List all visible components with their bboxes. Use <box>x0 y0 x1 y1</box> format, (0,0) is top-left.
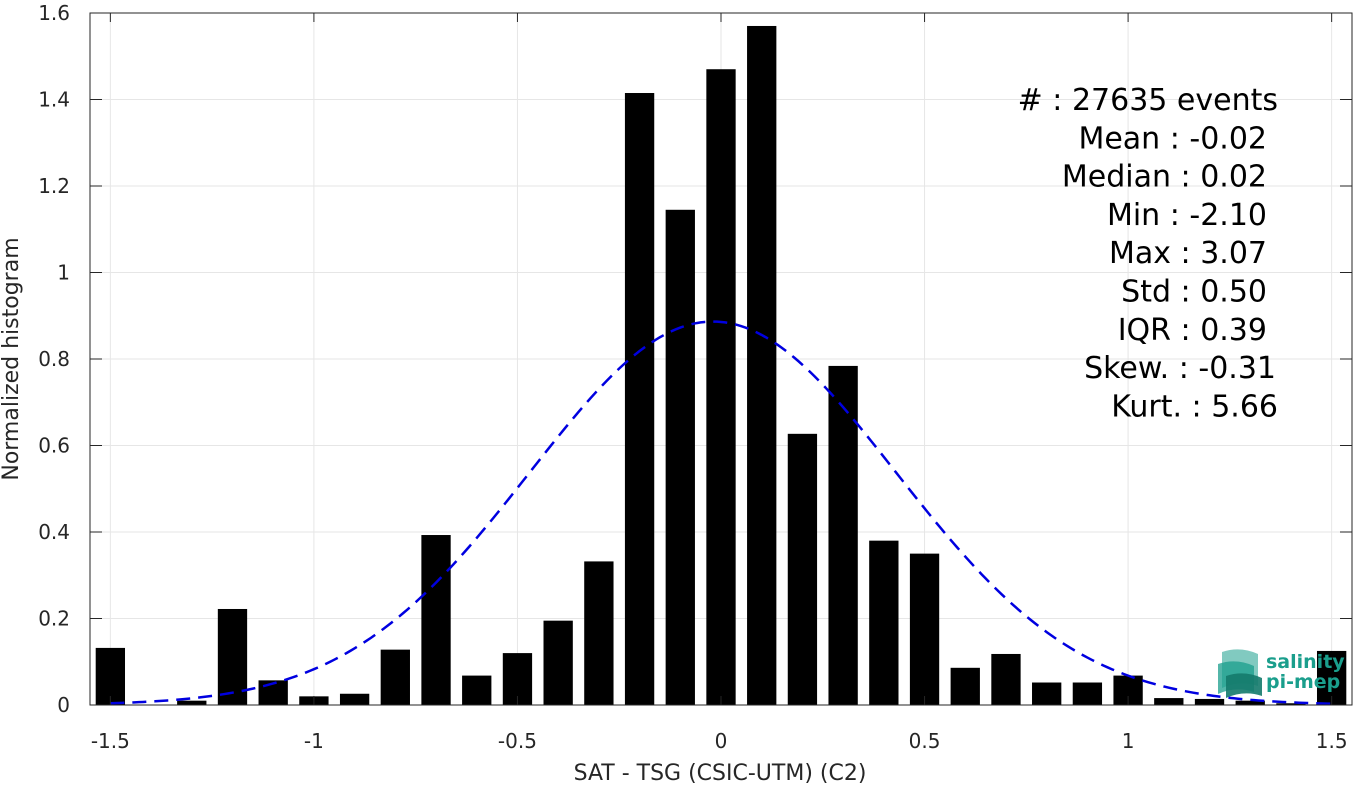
y-tick-label: 0 <box>57 693 70 717</box>
x-tick-label: 0 <box>715 729 728 753</box>
histogram-bar <box>421 535 451 705</box>
stat-line: Kurt. : 5.66 <box>1111 389 1278 424</box>
y-tick-label: 0.8 <box>38 347 70 371</box>
y-tick-label: 0.6 <box>38 434 70 458</box>
histogram-bar <box>462 675 492 705</box>
histogram-bar <box>787 433 818 705</box>
stat-line: Std : 0.50 <box>1121 275 1267 310</box>
x-axis-title: SAT - TSG (CSIC-UTM) (C2) <box>574 761 867 785</box>
histogram-bar <box>869 540 899 705</box>
stat-line: Mean : -0.02 <box>1078 121 1267 156</box>
salinity-pi-mep-logo: salinity pi-mep <box>1218 649 1345 698</box>
histogram-bar <box>380 649 410 705</box>
stat-line: Min : -2.10 <box>1107 198 1267 233</box>
histogram-bar <box>706 69 736 706</box>
histogram-bar <box>1276 703 1306 705</box>
histogram-bars <box>95 25 1347 706</box>
stat-line: Skew. : -0.31 <box>1084 351 1276 386</box>
histogram-bar <box>1235 700 1265 705</box>
x-tick-label: -1.5 <box>91 729 130 753</box>
histogram-bar <box>1072 682 1103 705</box>
y-tick-label: 0.2 <box>38 607 70 631</box>
y-tick-labels: 0 0.2 0.4 0.6 0.8 1 1.2 1.4 1.6 <box>38 1 70 717</box>
x-tick-label: 1 <box>1122 729 1135 753</box>
histogram-bar <box>543 620 573 705</box>
y-tick-label: 1 <box>57 261 70 285</box>
histogram-bar <box>950 667 980 705</box>
y-tick-label: 0.4 <box>38 520 70 544</box>
y-tick-label: 1.4 <box>38 88 70 112</box>
histogram-bar <box>909 553 940 705</box>
histogram-bar <box>1194 698 1225 705</box>
logo-wave-icon <box>1218 649 1262 698</box>
stat-line: IQR : 0.39 <box>1118 313 1267 348</box>
gaussian-fit-curve <box>110 320 1332 705</box>
y-tick-label: 1.2 <box>38 174 70 198</box>
histogram-bar <box>95 647 126 705</box>
stat-line: Median : 0.02 <box>1062 160 1267 195</box>
x-tick-label: -0.5 <box>498 729 537 753</box>
histogram-bar <box>339 693 370 705</box>
histogram-bar <box>1154 698 1184 705</box>
axis-ticks <box>90 12 1352 706</box>
histogram-bar <box>828 365 858 705</box>
histogram-bar <box>991 653 1021 705</box>
x-tick-label: -1 <box>304 729 324 753</box>
x-tick-labels: -1.5 -1 -0.5 0 0.5 1 1.5 <box>91 729 1348 753</box>
histogram-bar <box>1032 682 1062 705</box>
histogram-bar <box>624 93 655 705</box>
y-tick-label: 1.6 <box>38 1 70 25</box>
logo-line-1: salinity <box>1266 651 1345 673</box>
x-tick-label: 1.5 <box>1316 729 1348 753</box>
histogram-bar <box>217 608 248 705</box>
x-tick-label: 0.5 <box>909 729 941 753</box>
stat-line: # : 27635 events <box>1018 83 1278 118</box>
y-axis-title: Normalized histogram <box>0 237 24 480</box>
histogram-bar <box>747 25 777 706</box>
histogram-bar <box>177 700 207 705</box>
logo-line-2: pi-mep <box>1266 671 1340 693</box>
histogram-bar <box>665 209 695 705</box>
histogram-bar <box>584 561 614 705</box>
stat-line: Max : 3.07 <box>1109 236 1267 271</box>
histogram-bar <box>1316 650 1347 705</box>
